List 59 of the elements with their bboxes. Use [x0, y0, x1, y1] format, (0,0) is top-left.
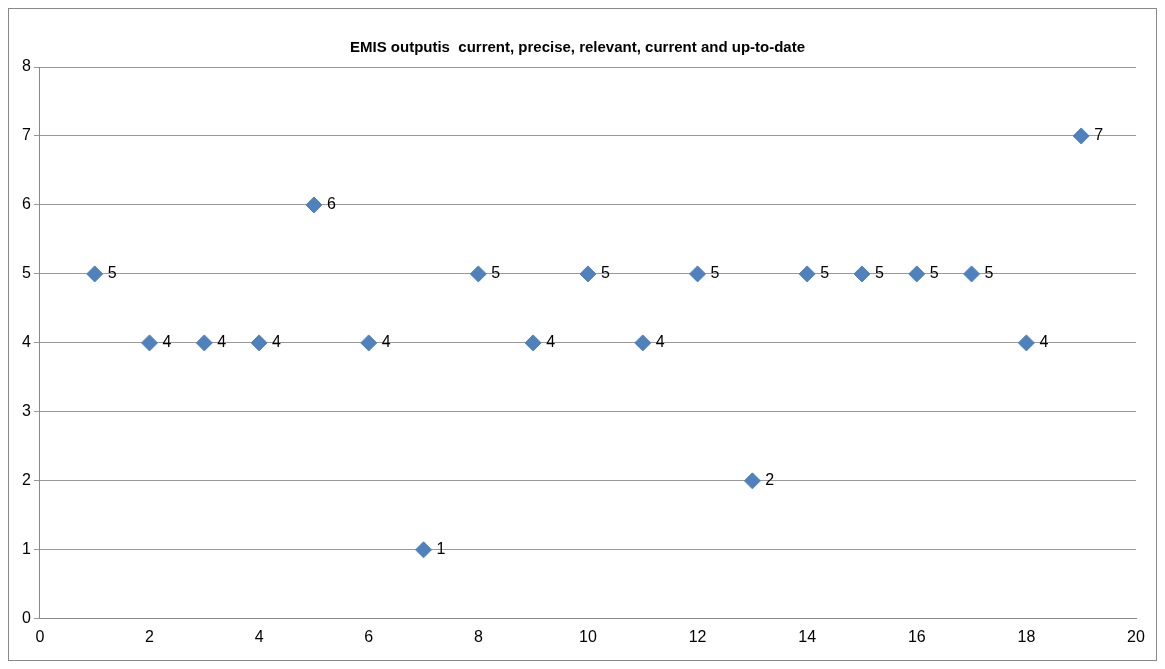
point — [798, 265, 816, 283]
x-tick-label: 14 — [798, 627, 817, 645]
data-label: 4 — [272, 333, 282, 351]
point — [305, 196, 323, 214]
point — [689, 265, 707, 283]
point — [908, 265, 926, 283]
point — [250, 334, 268, 352]
point — [853, 265, 871, 283]
y-tick-label: 6 — [21, 195, 31, 213]
point — [360, 334, 378, 352]
data-label: 2 — [765, 471, 775, 489]
data-label: 5 — [820, 264, 830, 282]
data-label: 7 — [1094, 126, 1104, 144]
data-label: 4 — [162, 333, 172, 351]
x-tick-label: 10 — [579, 627, 597, 645]
x-tick-label: 2 — [145, 627, 155, 645]
data-label: 5 — [929, 264, 939, 282]
x-tick-label: 16 — [907, 627, 926, 645]
data-label: 5 — [107, 264, 117, 282]
x-tick-label: 8 — [473, 627, 483, 645]
x-tick-label: 20 — [1127, 627, 1145, 645]
x-tick-label: 4 — [254, 627, 264, 645]
x-tick-label: 12 — [688, 627, 707, 645]
data-label: 6 — [326, 195, 336, 213]
data-label: 5 — [491, 264, 501, 282]
y-tick-label: 1 — [21, 540, 31, 558]
y-tick-label: 3 — [21, 402, 31, 420]
y-tick-label: 5 — [21, 264, 31, 282]
data-label: 4 — [1039, 333, 1049, 351]
data-label: 5 — [984, 264, 994, 282]
y-tick-label: 0 — [21, 609, 31, 627]
point — [634, 334, 652, 352]
data-label: 4 — [217, 333, 227, 351]
y-tick-label: 8 — [21, 57, 31, 75]
point — [524, 334, 542, 352]
y-tick-label: 7 — [21, 126, 31, 144]
chart-title: EMIS outputis current, precise, relevant, current and up-to-date — [349, 38, 806, 56]
x-tick-label: 6 — [364, 627, 374, 645]
point — [743, 472, 761, 490]
data-label: 1 — [436, 540, 446, 558]
data-label: 4 — [381, 333, 391, 351]
point — [1072, 127, 1090, 145]
y-tick-label: 4 — [21, 333, 31, 351]
point — [141, 334, 159, 352]
data-label: 4 — [655, 333, 665, 351]
point — [1017, 334, 1035, 352]
data-label: 4 — [546, 333, 556, 351]
point — [86, 265, 104, 283]
point — [415, 541, 433, 559]
data-label: 5 — [874, 264, 884, 282]
x-tick-label: 0 — [35, 627, 45, 645]
data-label: 5 — [710, 264, 720, 282]
point — [579, 265, 597, 283]
y-tick-label: 2 — [21, 471, 31, 489]
data-label: 5 — [600, 264, 610, 282]
point — [469, 265, 487, 283]
point — [195, 334, 213, 352]
x-tick-label: 18 — [1017, 627, 1036, 645]
point — [963, 265, 981, 283]
